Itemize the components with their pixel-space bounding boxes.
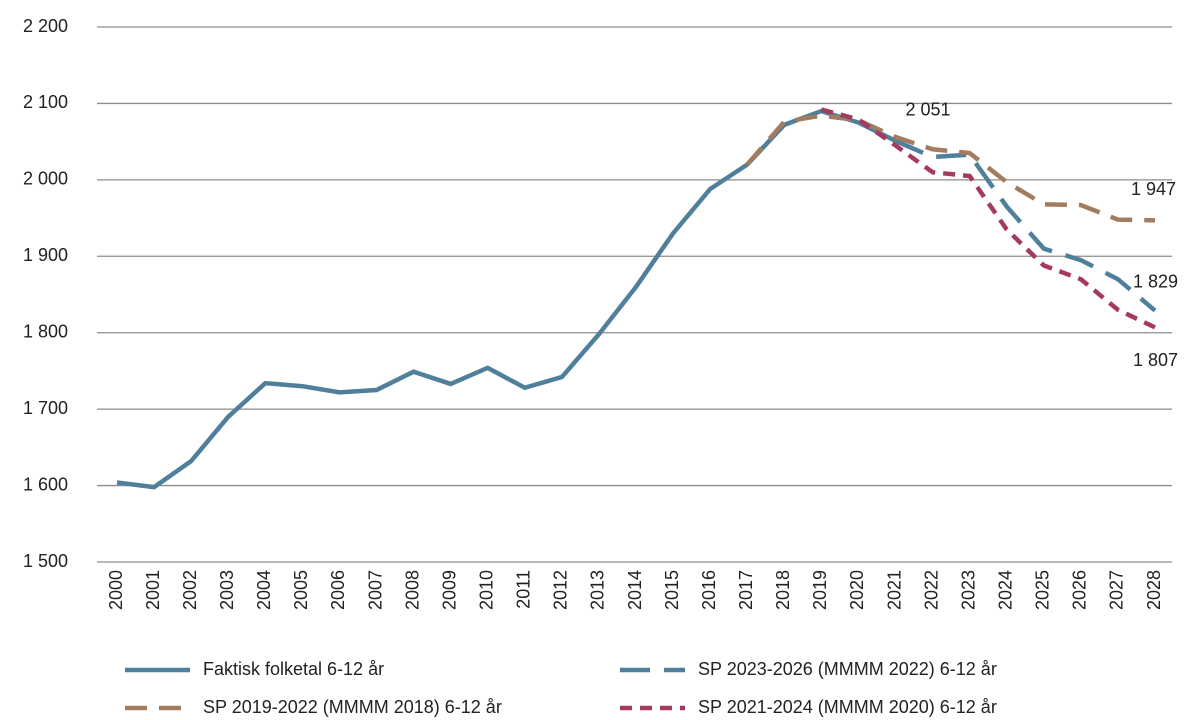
x-tick-label: 2015 xyxy=(662,570,682,610)
series-line xyxy=(116,108,897,490)
x-tick-label: 2025 xyxy=(1033,570,1053,610)
y-tick-label: 1 500 xyxy=(23,551,68,571)
legend-label: SP 2021-2024 (MMMM 2020) 6-12 år xyxy=(698,697,997,717)
x-tick-label: 2005 xyxy=(291,570,311,610)
x-tick-label: 2004 xyxy=(254,570,274,610)
x-tick-label: 2014 xyxy=(625,570,645,610)
series-line xyxy=(894,138,1157,313)
y-tick-label: 1 900 xyxy=(23,245,68,265)
x-tick-label: 2020 xyxy=(847,570,867,610)
x-tick-label: 2006 xyxy=(328,570,348,610)
legend-label: SP 2023-2026 (MMMM 2022) 6-12 år xyxy=(698,659,997,679)
legend-label: SP 2019-2022 (MMMM 2018) 6-12 år xyxy=(203,697,502,717)
series-line xyxy=(745,113,1156,223)
x-tick-label: 2021 xyxy=(884,570,904,610)
y-tick-label: 1 800 xyxy=(23,321,68,341)
x-tick-label: 2024 xyxy=(995,570,1015,610)
x-tick-label: 2017 xyxy=(736,570,756,610)
x-tick-label: 2011 xyxy=(514,570,534,609)
x-tick-label: 2028 xyxy=(1144,570,1164,610)
y-tick-label: 2 000 xyxy=(23,169,68,189)
legend-label: Faktisk folketal 6-12 år xyxy=(203,659,384,679)
x-tick-label: 2018 xyxy=(773,570,793,610)
value-label: 1 807 xyxy=(1133,350,1178,370)
x-tick-label: 2002 xyxy=(180,570,200,610)
x-tick-label: 2000 xyxy=(106,570,126,610)
x-tick-label: 2008 xyxy=(402,570,422,610)
series-line xyxy=(820,107,1156,330)
y-tick-label: 1 600 xyxy=(23,474,68,494)
x-tick-label: 2009 xyxy=(439,570,459,610)
y-tick-label: 2 100 xyxy=(23,92,68,112)
value-label: 1 947 xyxy=(1131,179,1176,199)
x-tick-label: 2012 xyxy=(551,570,571,610)
x-tick-label: 2007 xyxy=(365,570,385,610)
x-tick-label: 2013 xyxy=(588,570,608,610)
x-tick-label: 2016 xyxy=(699,570,719,610)
x-tick-label: 2027 xyxy=(1107,570,1127,610)
value-label: 2 051 xyxy=(906,100,951,120)
x-tick-label: 2022 xyxy=(921,570,941,610)
x-tick-label: 2019 xyxy=(810,570,830,610)
y-tick-label: 1 700 xyxy=(23,398,68,418)
x-tick-label: 2010 xyxy=(476,570,496,610)
y-tick-label: 2 200 xyxy=(23,16,68,36)
x-tick-label: 2023 xyxy=(958,570,978,610)
x-tick-label: 2026 xyxy=(1070,570,1090,610)
value-label: 1 829 xyxy=(1133,271,1178,291)
x-tick-label: 2001 xyxy=(143,570,163,610)
x-tick-label: 2003 xyxy=(217,570,237,610)
